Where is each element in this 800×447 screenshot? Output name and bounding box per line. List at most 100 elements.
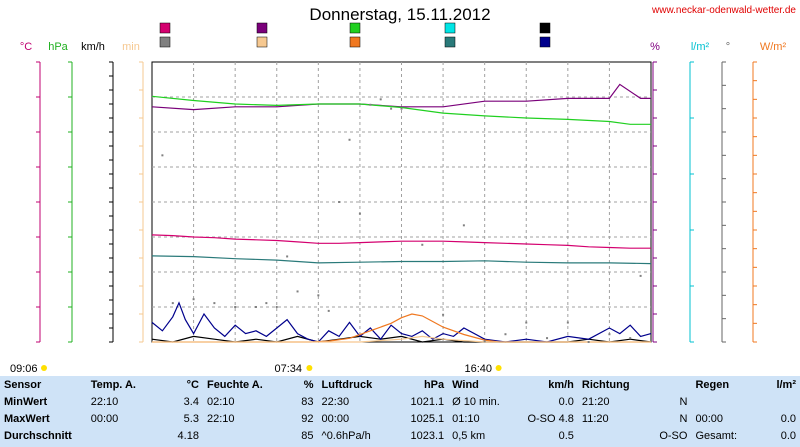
direction-point	[317, 294, 320, 297]
stats-cell: 02:10	[206, 395, 235, 408]
direction-point	[587, 341, 590, 343]
direction-point	[171, 302, 174, 305]
direction-point	[213, 302, 216, 305]
stats-cell: l/m²	[776, 378, 796, 391]
stats-cell	[759, 393, 800, 410]
stats-cell: 00:00	[321, 412, 350, 425]
stats-row: MinWert 22:10 3.4 02:10 83 22:30 1021.1 Ø 10 mi…	[0, 393, 800, 410]
direction-point	[546, 337, 549, 340]
sun-unit: min	[122, 41, 140, 53]
stats-cell: 1021.1	[410, 395, 445, 408]
stats-cell: 01:10	[452, 412, 480, 425]
chart-title: Donnerstag, 15.11.2012	[309, 5, 490, 24]
stats-cell: 22:10	[90, 395, 119, 408]
direction-point	[286, 255, 289, 258]
legend-swatch	[159, 22, 171, 34]
feuchte-a-series	[151, 83, 651, 111]
axis-units: °C hPa km/h min % l/m² ° W/m²	[20, 41, 787, 53]
direction-point	[421, 243, 424, 246]
sunrise-time: 07:34	[274, 363, 302, 375]
sunrise-marker	[306, 365, 313, 371]
direction-point	[192, 298, 195, 301]
stats-cell: 0.5	[558, 429, 574, 442]
stats-cell: Temp. A.	[90, 378, 136, 391]
direction-point	[504, 333, 507, 336]
press-unit: hPa	[48, 41, 68, 53]
stats-cell: MaxWert	[4, 412, 50, 425]
stats-cell: 1025.1	[410, 412, 445, 425]
stats-cell: Regen	[695, 378, 730, 391]
stats-cell: °C	[186, 378, 199, 391]
hum-unit: %	[650, 41, 660, 53]
stats-cell: Ø 10 min.	[452, 395, 500, 408]
plot-area	[151, 83, 652, 343]
legend-swatch	[349, 22, 361, 34]
weather-chart: Donnerstag, 15.11.2012 www.neckar-odenwa…	[10, 5, 796, 375]
direction-point	[234, 306, 237, 308]
dir-unit: °	[726, 41, 730, 53]
direction-point	[338, 201, 341, 203]
stats-cell: 21:20	[581, 395, 610, 408]
stats-cell: Feuchte A.	[206, 378, 263, 391]
direction-point	[390, 107, 393, 110]
stats-cell: O-SO	[659, 429, 688, 442]
legend-swatch	[444, 22, 456, 34]
statistics-table: Sensor Temp. A. °C Feuchte A.% Luftdruck hPa W…	[0, 376, 800, 444]
stats-cell	[691, 393, 759, 410]
stats-cell	[203, 427, 276, 444]
rain-unit: l/m²	[691, 41, 710, 53]
direction-point	[254, 306, 257, 308]
stats-cell: km/h	[548, 378, 574, 391]
stats-cell: 1023.1	[410, 429, 445, 442]
direction-point	[400, 107, 403, 110]
stats-cell: 85	[301, 429, 314, 442]
direction-point	[379, 98, 382, 101]
stats-cell: O-SO 4.8	[527, 412, 574, 425]
direction-point	[566, 321, 569, 324]
stats-cell: Richtung	[581, 378, 630, 391]
stats-cell: MinWert	[4, 395, 48, 408]
stats-cell: 00:00	[90, 412, 119, 425]
stats-cell: 0,5 km	[452, 429, 486, 442]
stats-cell	[578, 427, 638, 444]
stats-cell: Durchschnitt	[4, 429, 72, 442]
legend-swatch	[256, 22, 268, 34]
direction-point	[296, 290, 299, 293]
stats-cell: 22:10	[206, 412, 235, 425]
axes	[36, 61, 757, 343]
stats-row: Durchschnitt 4.18 85 ^0.6hPa/h 1023.1 0,5 km 0…	[0, 427, 800, 444]
direction-point	[161, 154, 164, 157]
direction-point	[348, 138, 351, 141]
daylength-marker	[41, 365, 47, 371]
stats-cell: Gesamt:	[695, 429, 738, 442]
luftdruck-series	[151, 95, 651, 125]
stats-cell: 00:00	[695, 412, 723, 425]
stats-cell: 0.0	[780, 412, 796, 425]
temp-a-series	[151, 234, 651, 249]
stats-row: Sensor Temp. A. °C Feuchte A.% Luftdruck hPa W…	[0, 376, 800, 393]
direction-point	[462, 224, 465, 227]
direction-point	[265, 302, 268, 305]
stats-cell	[637, 376, 691, 393]
stats-cell: %	[303, 378, 314, 391]
sonnenschein-series	[152, 335, 651, 343]
solar-series	[152, 313, 651, 343]
direction-point	[629, 337, 632, 340]
stats-cell: ^0.6hPa/h	[321, 429, 371, 442]
stats-cell: 0.0	[558, 395, 574, 408]
direction-point	[525, 321, 528, 324]
site-url[interactable]: www.neckar-odenwald-wetter.de	[651, 5, 796, 16]
stats-cell: Sensor	[4, 378, 42, 391]
stats-cell: 11:20	[581, 412, 609, 425]
stats-cell: Wind	[452, 378, 479, 391]
legend	[159, 22, 551, 48]
legend-swatch	[444, 36, 456, 48]
stats-cell: N	[679, 395, 688, 408]
stats-cell: 22:30	[321, 395, 350, 408]
sunset-marker	[495, 365, 502, 371]
legend-swatch	[349, 36, 361, 48]
direction-point	[483, 340, 486, 343]
stats-row: MaxWert 00:00 5.3 22:10 92 00:00 1025.1 01:10 O-…	[0, 410, 800, 427]
day-length: 09:06	[10, 363, 38, 375]
stats-cell: 3.4	[183, 395, 199, 408]
